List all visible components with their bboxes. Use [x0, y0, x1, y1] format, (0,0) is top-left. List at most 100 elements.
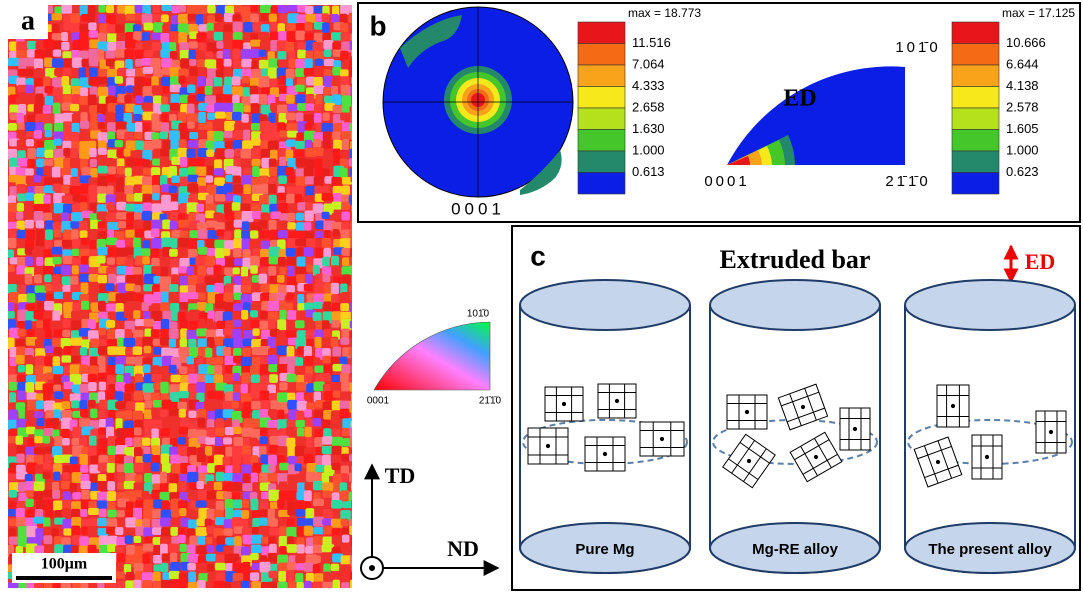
grain	[8, 87, 16, 96]
legend-level: 1.000	[632, 142, 665, 157]
grain	[306, 329, 316, 339]
grain	[70, 186, 82, 195]
grain	[296, 582, 303, 592]
grain	[133, 220, 142, 230]
grain	[171, 202, 179, 211]
grain	[242, 500, 249, 508]
grain	[286, 95, 295, 104]
crystal-axis	[853, 427, 856, 430]
grain	[349, 13, 358, 23]
grain	[269, 132, 280, 140]
grain	[36, 229, 44, 239]
grain	[169, 186, 177, 194]
grain	[277, 59, 286, 66]
grain	[349, 546, 357, 554]
grain	[188, 411, 196, 418]
grain	[133, 310, 140, 319]
grain	[351, 311, 361, 320]
grain	[26, 58, 35, 66]
grain	[178, 238, 189, 248]
grain	[233, 60, 242, 68]
grain	[205, 446, 212, 456]
grain	[180, 338, 187, 347]
grain	[160, 33, 169, 44]
grain	[340, 4, 349, 15]
grain	[286, 31, 296, 42]
grain	[315, 221, 325, 229]
legend-swatch	[578, 130, 625, 152]
grain	[162, 463, 171, 473]
grain	[135, 59, 143, 67]
grain	[340, 564, 351, 572]
grain	[306, 383, 314, 393]
grain	[196, 50, 203, 60]
grain	[214, 23, 224, 31]
grain	[187, 544, 196, 554]
grain	[142, 337, 153, 348]
grain	[134, 391, 144, 401]
grain	[341, 85, 351, 96]
grain	[8, 123, 17, 131]
grain	[286, 438, 296, 448]
grain	[54, 544, 63, 554]
grain	[197, 229, 208, 238]
grain	[62, 185, 69, 194]
grain	[17, 230, 27, 239]
grain	[351, 420, 362, 431]
grain	[171, 274, 178, 285]
grain	[331, 265, 339, 275]
grain	[234, 229, 241, 239]
grain	[88, 141, 96, 149]
grain	[277, 293, 285, 301]
grain	[296, 247, 303, 258]
grain	[351, 409, 361, 421]
crystal-axis	[615, 399, 618, 402]
grain	[61, 42, 69, 51]
grain	[161, 113, 168, 122]
grain	[7, 249, 14, 257]
grain	[70, 393, 81, 401]
grain	[98, 438, 107, 447]
legend-swatch	[578, 173, 625, 195]
grain	[134, 490, 143, 497]
grain	[306, 265, 313, 272]
grain	[169, 544, 179, 553]
grain	[152, 509, 162, 518]
grain	[286, 69, 295, 79]
grain	[295, 473, 305, 480]
grain	[286, 330, 298, 337]
grain	[97, 481, 109, 492]
grain	[324, 230, 331, 238]
grain	[350, 221, 357, 230]
legend-swatch	[578, 87, 625, 109]
grain	[45, 96, 53, 106]
cylinders: Pure MgMg-RE alloyThe present alloy	[520, 280, 1075, 573]
grain	[52, 13, 62, 20]
grain	[278, 51, 287, 60]
grain	[322, 436, 333, 444]
grain	[151, 329, 159, 338]
grain	[62, 472, 69, 479]
grain	[61, 265, 71, 275]
grain	[17, 184, 26, 195]
grain	[296, 527, 304, 537]
grain	[52, 366, 63, 374]
grain	[153, 22, 163, 32]
crystal	[972, 435, 1002, 479]
grain	[306, 402, 314, 409]
grain	[63, 148, 70, 157]
grain	[143, 86, 153, 97]
grain	[117, 5, 126, 13]
grain	[70, 177, 81, 187]
grain	[251, 285, 259, 292]
grain	[34, 211, 44, 222]
grain	[306, 238, 316, 247]
grain	[44, 158, 53, 166]
grain	[323, 40, 333, 49]
grain	[170, 139, 179, 150]
grain	[161, 96, 168, 104]
grain	[297, 294, 304, 305]
grain	[62, 195, 74, 204]
grain	[133, 31, 142, 40]
grain	[153, 555, 162, 564]
